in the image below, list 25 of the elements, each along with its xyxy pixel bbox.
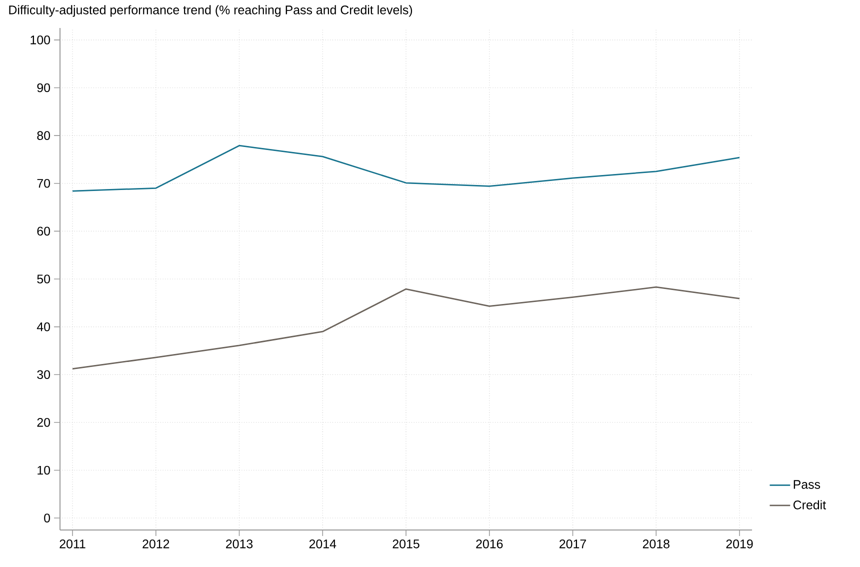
y-tick-label: 50 [37,274,50,284]
y-tick-label: 30 [37,370,50,380]
x-tick-label: 2013 [226,540,253,548]
x-tick-label: 2012 [142,540,170,548]
y-tick-label: 100 [30,36,50,44]
x-tick-label: 2016 [476,540,503,548]
x-tick-label: 2019 [726,540,753,548]
y-tick-label: 0 [44,514,50,522]
x-tick-label: 2015 [392,540,420,548]
x-tick-label: 2014 [309,540,336,548]
line-series [72,286,740,370]
legend-label: Pass [794,480,820,489]
x-tick-label: 2018 [642,540,670,548]
y-tick-label: 70 [37,178,50,188]
y-tick-label: 90 [37,83,50,92]
line-series [72,144,740,192]
chart-title: Difficulty-adjusted performance trend (% reaching Pass and Credit levels) [9,5,412,17]
y-tick-label: 40 [36,322,50,332]
x-tick-label: 2011 [60,540,86,548]
y-tick-label: 10 [38,466,50,475]
y-tick-label: 20 [37,418,50,427]
legend-label: Credit [793,500,826,510]
y-tick-label: 60 [37,226,50,236]
y-tick-label: 80 [37,131,50,140]
x-tick-label: 2017 [560,540,586,548]
